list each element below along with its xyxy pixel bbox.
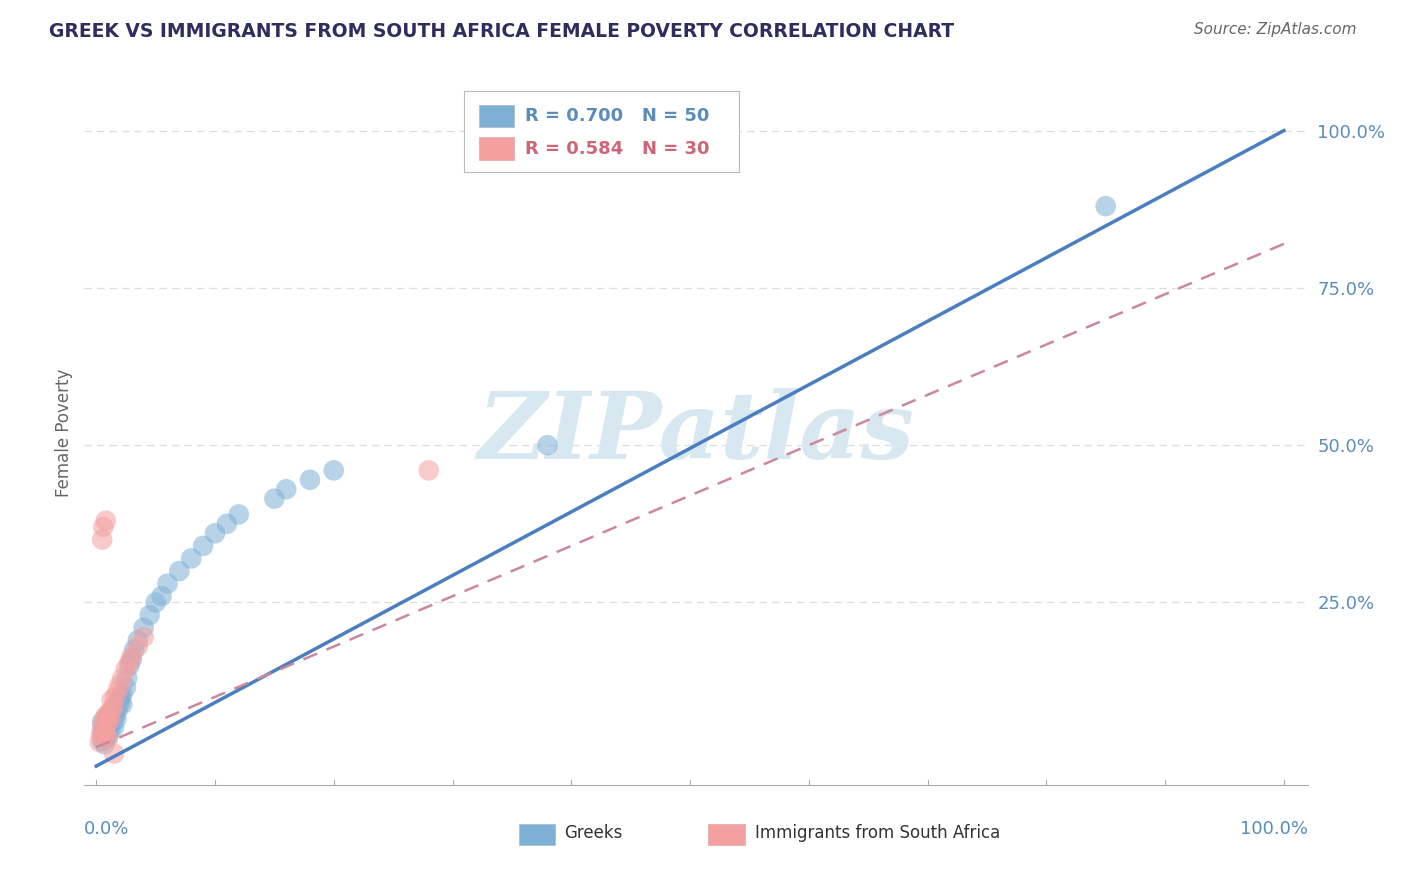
- Point: [97, 718, 120, 732]
- Point: [100, 702, 122, 716]
- Point: [103, 699, 125, 714]
- Point: [228, 508, 250, 522]
- Point: [204, 526, 226, 541]
- Point: [108, 696, 131, 710]
- Point: [1094, 199, 1116, 213]
- Text: GREEK VS IMMIGRANTS FROM SOUTH AFRICA FEMALE POVERTY CORRELATION CHART: GREEK VS IMMIGRANTS FROM SOUTH AFRICA FE…: [49, 22, 955, 41]
- Point: [111, 687, 134, 701]
- Point: [103, 710, 125, 724]
- Point: [105, 712, 128, 726]
- Point: [127, 633, 149, 648]
- Point: [103, 747, 125, 761]
- Text: ZIPatlas: ZIPatlas: [478, 388, 914, 477]
- Point: [115, 662, 138, 676]
- Point: [107, 683, 129, 698]
- Point: [107, 693, 129, 707]
- FancyBboxPatch shape: [479, 105, 513, 128]
- Text: 100.0%: 100.0%: [1240, 820, 1308, 838]
- Point: [263, 491, 285, 506]
- Point: [169, 564, 191, 578]
- Point: [91, 734, 114, 748]
- Point: [111, 671, 134, 685]
- Point: [150, 589, 173, 603]
- Point: [108, 677, 131, 691]
- Text: R = 0.584   N = 30: R = 0.584 N = 30: [524, 140, 709, 158]
- Point: [536, 438, 558, 452]
- Point: [98, 714, 121, 729]
- Point: [132, 621, 155, 635]
- Point: [110, 690, 132, 704]
- Point: [93, 520, 115, 534]
- Point: [93, 724, 115, 739]
- Point: [94, 708, 117, 723]
- FancyBboxPatch shape: [464, 91, 738, 172]
- Point: [121, 648, 143, 663]
- Point: [94, 514, 117, 528]
- Point: [96, 722, 118, 736]
- Point: [98, 706, 121, 720]
- Point: [90, 728, 112, 742]
- Point: [215, 516, 238, 531]
- Text: 0.0%: 0.0%: [84, 820, 129, 838]
- Point: [156, 576, 179, 591]
- Point: [96, 716, 118, 731]
- Point: [94, 718, 117, 732]
- Point: [104, 699, 127, 714]
- Point: [127, 640, 149, 654]
- FancyBboxPatch shape: [519, 823, 555, 845]
- Point: [91, 533, 114, 547]
- Point: [115, 681, 138, 695]
- Point: [180, 551, 202, 566]
- Point: [93, 712, 115, 726]
- Point: [93, 737, 115, 751]
- Point: [91, 724, 114, 739]
- Point: [89, 735, 111, 749]
- Point: [100, 712, 122, 726]
- Point: [94, 726, 117, 740]
- Point: [100, 712, 122, 726]
- FancyBboxPatch shape: [709, 823, 745, 845]
- Point: [418, 463, 440, 477]
- Point: [107, 702, 129, 716]
- Text: Immigrants from South Africa: Immigrants from South Africa: [755, 824, 1000, 842]
- Point: [93, 729, 115, 743]
- FancyBboxPatch shape: [479, 137, 513, 160]
- Point: [101, 706, 124, 720]
- Point: [191, 539, 214, 553]
- Point: [100, 716, 122, 731]
- Point: [122, 642, 145, 657]
- Point: [104, 707, 127, 722]
- Text: R = 0.700   N = 50: R = 0.700 N = 50: [524, 107, 709, 125]
- Point: [121, 652, 143, 666]
- Point: [100, 693, 122, 707]
- Point: [97, 729, 120, 743]
- Point: [94, 731, 117, 745]
- Point: [298, 473, 321, 487]
- Point: [103, 720, 125, 734]
- Point: [138, 608, 160, 623]
- Point: [118, 655, 141, 669]
- Point: [322, 463, 344, 477]
- Point: [97, 714, 120, 729]
- Point: [97, 708, 120, 723]
- Point: [97, 731, 120, 745]
- Point: [118, 658, 141, 673]
- Y-axis label: Female Poverty: Female Poverty: [55, 368, 73, 497]
- Point: [91, 718, 114, 732]
- Text: Greeks: Greeks: [564, 824, 623, 842]
- Text: Source: ZipAtlas.com: Source: ZipAtlas.com: [1194, 22, 1357, 37]
- Point: [100, 723, 122, 737]
- Point: [276, 482, 298, 496]
- Point: [91, 714, 114, 729]
- Point: [132, 630, 155, 644]
- Point: [145, 595, 167, 609]
- Point: [93, 728, 115, 742]
- Point: [115, 671, 138, 685]
- Point: [111, 698, 134, 712]
- Point: [104, 690, 127, 704]
